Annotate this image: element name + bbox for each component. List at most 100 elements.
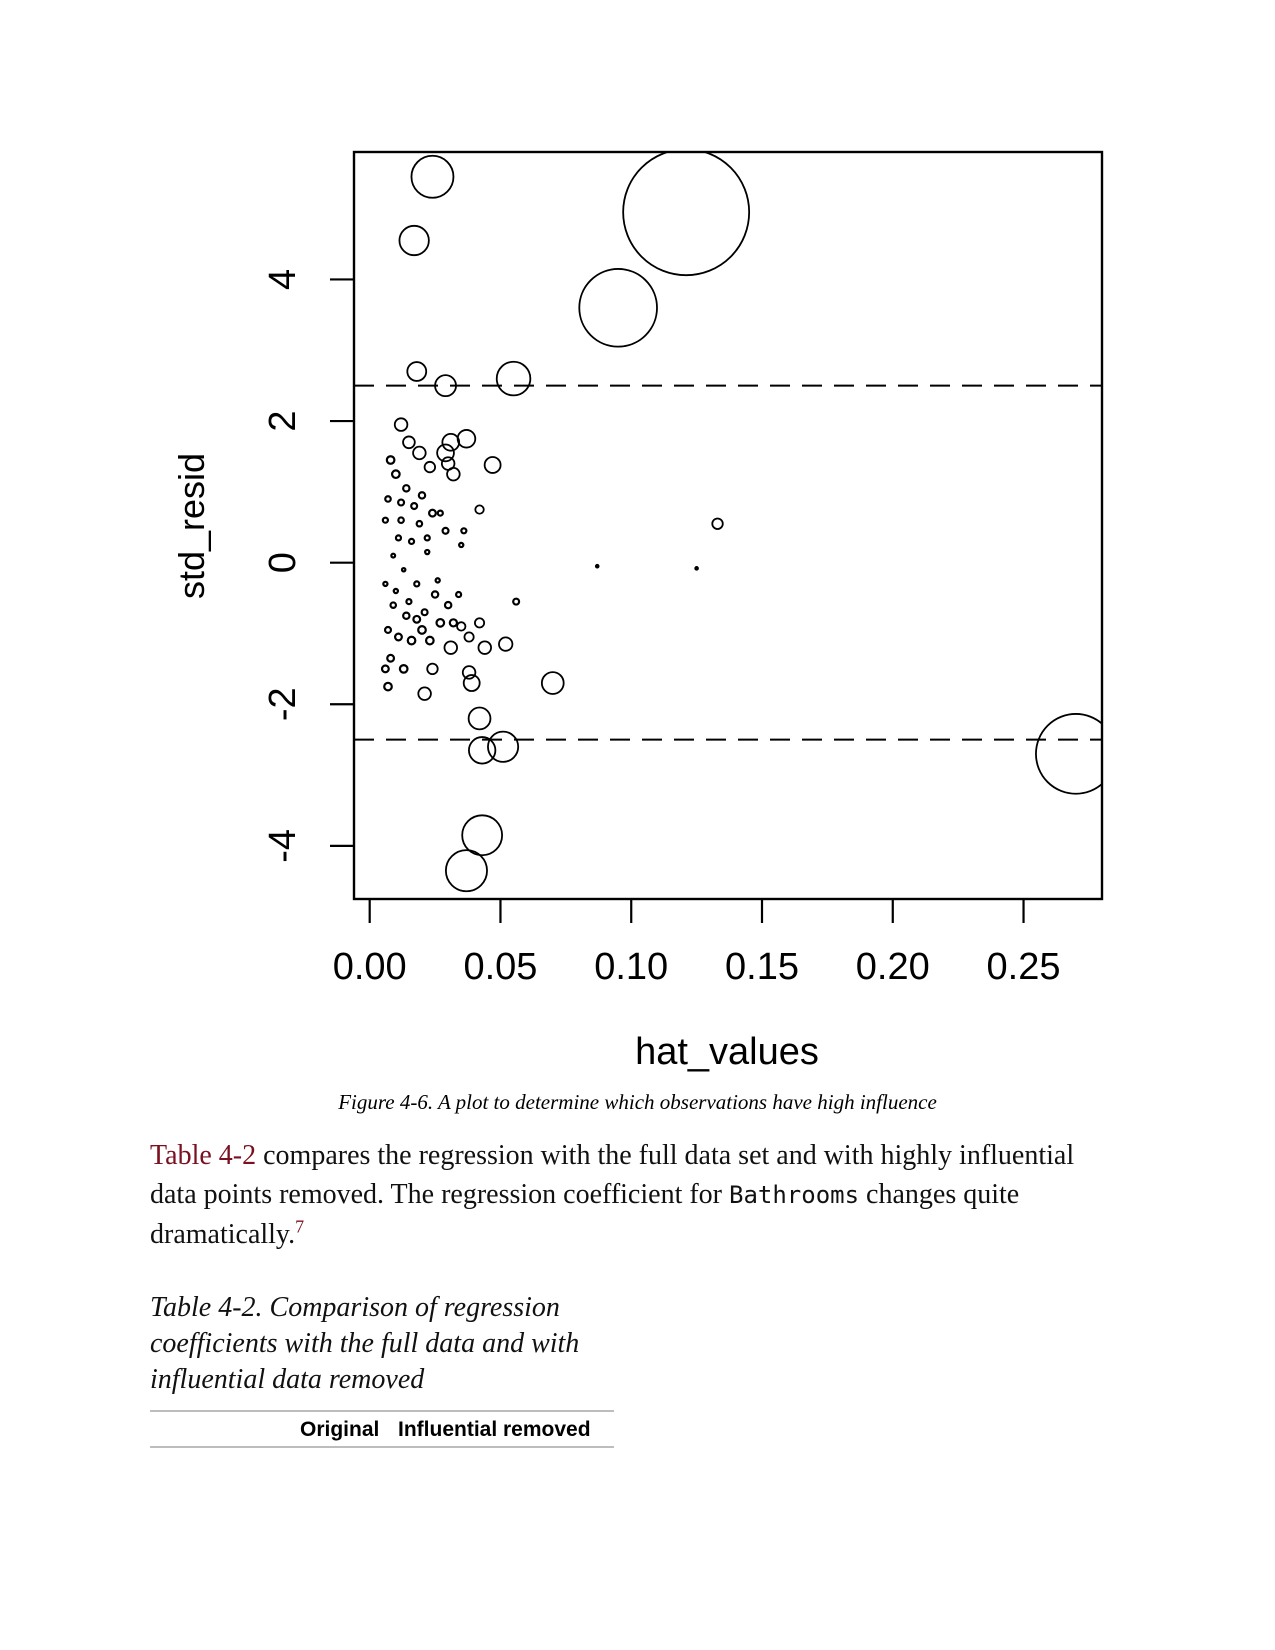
table-link[interactable]: Table 4-2 xyxy=(150,1140,257,1171)
data-point xyxy=(402,484,411,493)
data-point xyxy=(386,653,396,663)
data-point xyxy=(454,590,463,599)
data-point xyxy=(383,681,393,692)
data-point xyxy=(487,730,520,763)
data-point xyxy=(578,268,658,348)
data-point xyxy=(435,617,446,628)
x-tick-label: 0.00 xyxy=(333,946,407,988)
y-tick-label: 2 xyxy=(262,410,304,431)
data-point xyxy=(463,631,475,643)
y-tick-label: -4 xyxy=(262,829,304,863)
influence-plot: 0.00 0.05 0.10 0.15 0.20 0.25 -4 -2 0 2 4 hat_valu… xyxy=(171,150,1104,1073)
x-tick-label: 0.15 xyxy=(725,946,799,988)
y-axis-label: std_resid xyxy=(171,453,212,599)
body-paragraph: Table 4-2 compares the regression with t… xyxy=(150,1136,1090,1254)
data-point xyxy=(405,597,413,606)
data-point xyxy=(477,640,492,655)
data-point xyxy=(384,495,392,503)
data-point xyxy=(400,566,407,573)
data-point xyxy=(390,552,397,559)
data-point xyxy=(420,608,429,617)
data-point xyxy=(468,736,497,765)
plot-frame xyxy=(352,150,1104,901)
data-point xyxy=(413,580,421,588)
data-point xyxy=(417,686,432,701)
table-header-influential-removed: Influential removed xyxy=(398,1418,591,1441)
y-tick-label: 0 xyxy=(262,552,304,573)
data-point xyxy=(495,360,532,397)
data-point xyxy=(394,632,403,642)
data-point xyxy=(458,541,465,549)
data-point xyxy=(622,152,751,277)
data-point xyxy=(434,374,457,398)
data-point xyxy=(426,662,439,676)
table-caption: Table 4-2. Comparison of regression coef… xyxy=(150,1292,580,1395)
data-point xyxy=(394,534,403,542)
data-point xyxy=(448,618,459,628)
data-point xyxy=(423,460,436,474)
data-point xyxy=(456,429,477,449)
y-tick-label: 4 xyxy=(262,269,304,290)
data-point xyxy=(393,417,409,432)
data-point xyxy=(474,504,485,515)
data-point xyxy=(467,706,492,731)
data-point xyxy=(424,635,435,646)
data-point xyxy=(711,517,724,530)
x-tick-label: 0.25 xyxy=(987,946,1061,988)
figure-caption: Figure 4-6. A plot to determine which ob… xyxy=(338,1090,937,1114)
data-point xyxy=(460,527,468,535)
data-point xyxy=(410,501,419,511)
data-point xyxy=(436,509,444,517)
data-point xyxy=(417,491,427,500)
data-point xyxy=(412,445,427,461)
data-point xyxy=(430,590,440,599)
data-point xyxy=(483,456,502,474)
data-point xyxy=(474,617,486,629)
comparison-table: Original Influential removed xyxy=(150,1410,614,1448)
body-text-1: compares the regression with the full da… xyxy=(150,1140,1075,1210)
data-point xyxy=(512,597,521,606)
data-point xyxy=(392,587,400,595)
data-point xyxy=(407,537,416,546)
data-point xyxy=(441,526,450,535)
x-axis-label: hat_values xyxy=(635,1031,819,1073)
x-tick-label: 0.05 xyxy=(463,946,537,988)
data-point xyxy=(436,443,455,463)
footnote-link[interactable]: 7 xyxy=(295,1216,305,1237)
data-point xyxy=(398,664,409,674)
data-point xyxy=(398,224,430,257)
data-point xyxy=(417,625,427,635)
inline-code: Bathrooms xyxy=(729,1181,860,1209)
data-point xyxy=(424,548,431,556)
data-point xyxy=(383,625,393,634)
data-point xyxy=(412,614,422,624)
data-point xyxy=(397,498,406,507)
data-point xyxy=(456,621,467,632)
data-point xyxy=(406,635,417,646)
data-point xyxy=(380,664,390,674)
data-point xyxy=(461,665,477,680)
data-point xyxy=(397,516,405,525)
data-point xyxy=(694,566,699,571)
data-point xyxy=(389,601,398,609)
data-point xyxy=(402,435,416,450)
data-point xyxy=(381,516,390,524)
body-text-2: changes quite dramatically. xyxy=(150,1179,1020,1250)
data-point xyxy=(382,580,389,588)
data-point xyxy=(406,361,428,382)
x-tick-label: 0.20 xyxy=(856,946,930,988)
data-point xyxy=(461,814,504,857)
data-point xyxy=(498,636,514,652)
data-point xyxy=(1035,713,1102,795)
data-point xyxy=(402,611,411,621)
data-point xyxy=(385,455,396,465)
data-point xyxy=(444,849,488,893)
data-point xyxy=(428,508,437,518)
data-point xyxy=(434,577,441,584)
data-point xyxy=(446,466,461,482)
data-point xyxy=(423,534,431,542)
data-point xyxy=(540,671,565,695)
data-point xyxy=(443,600,453,610)
data-point xyxy=(441,433,461,452)
table-header-original: Original xyxy=(300,1418,380,1441)
